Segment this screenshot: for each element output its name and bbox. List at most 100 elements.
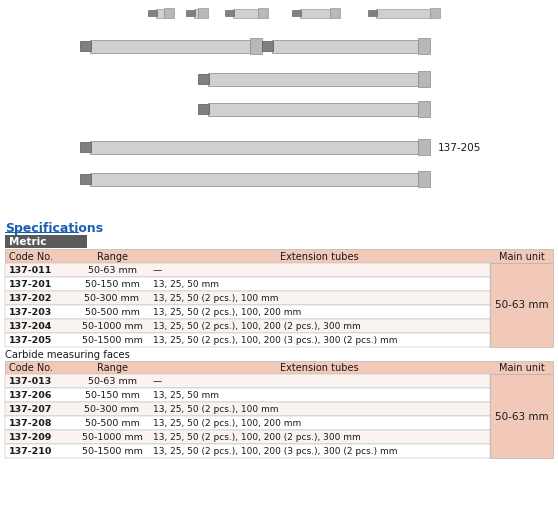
Text: Extension tubes: Extension tubes bbox=[280, 251, 358, 261]
Text: 137-210: 137-210 bbox=[9, 446, 52, 456]
Bar bbox=[258, 9, 268, 19]
Bar bbox=[5, 444, 490, 458]
Text: Carbide measuring faces: Carbide measuring faces bbox=[5, 350, 130, 360]
Bar bbox=[208, 103, 418, 116]
Bar bbox=[5, 374, 490, 388]
Text: 50-1500 mm: 50-1500 mm bbox=[81, 335, 142, 344]
Text: 13, 25, 50 (2 pcs.), 100 mm: 13, 25, 50 (2 pcs.), 100 mm bbox=[153, 293, 278, 302]
Text: 137-205: 137-205 bbox=[438, 143, 482, 153]
Text: —: — bbox=[153, 266, 162, 274]
Bar bbox=[490, 263, 553, 347]
Bar bbox=[5, 249, 553, 263]
Text: 50-63 mm: 50-63 mm bbox=[495, 411, 549, 421]
Text: 50-63 mm: 50-63 mm bbox=[88, 266, 137, 274]
Text: 13, 25, 50 (2 pcs.), 100 mm: 13, 25, 50 (2 pcs.), 100 mm bbox=[153, 405, 278, 414]
Bar bbox=[5, 388, 490, 402]
Bar bbox=[330, 9, 340, 19]
Bar bbox=[5, 402, 490, 416]
Bar bbox=[300, 10, 330, 18]
Bar bbox=[5, 430, 490, 444]
Bar bbox=[418, 39, 430, 54]
Text: 50-500 mm: 50-500 mm bbox=[85, 307, 140, 317]
Text: 13, 25, 50 (2 pcs.), 100, 200 (3 pcs.), 300 (2 pcs.) mm: 13, 25, 50 (2 pcs.), 100, 200 (3 pcs.), … bbox=[153, 446, 397, 456]
Text: 137-013: 137-013 bbox=[9, 377, 52, 386]
Bar bbox=[5, 263, 490, 277]
Text: 50-300 mm: 50-300 mm bbox=[84, 405, 140, 414]
Text: 137-206: 137-206 bbox=[9, 391, 52, 400]
Bar bbox=[272, 40, 418, 53]
Text: 13, 25, 50 (2 pcs.), 100, 200 (2 pcs.), 300 mm: 13, 25, 50 (2 pcs.), 100, 200 (2 pcs.), … bbox=[153, 321, 361, 330]
Text: 137-202: 137-202 bbox=[9, 293, 52, 302]
Text: 13, 25, 50 mm: 13, 25, 50 mm bbox=[153, 279, 219, 289]
Text: 50-63 mm: 50-63 mm bbox=[88, 377, 137, 386]
Bar bbox=[194, 10, 198, 18]
Bar bbox=[5, 416, 490, 430]
Bar bbox=[198, 104, 209, 115]
Bar bbox=[5, 277, 490, 291]
Text: Code No.: Code No. bbox=[9, 362, 53, 373]
Text: 137-204: 137-204 bbox=[9, 321, 52, 330]
Text: 50-63 mm: 50-63 mm bbox=[495, 300, 549, 310]
Bar bbox=[418, 102, 430, 118]
Text: Range: Range bbox=[97, 362, 127, 373]
Text: 137-011: 137-011 bbox=[9, 266, 52, 274]
Text: 13, 25, 50 (2 pcs.), 100, 200 (2 pcs.), 300 mm: 13, 25, 50 (2 pcs.), 100, 200 (2 pcs.), … bbox=[153, 433, 361, 442]
Bar bbox=[233, 10, 258, 18]
Bar bbox=[198, 9, 208, 19]
Bar bbox=[418, 140, 430, 155]
Bar bbox=[418, 172, 430, 187]
Bar bbox=[208, 73, 418, 87]
Text: 13, 25, 50 (2 pcs.), 100, 200 mm: 13, 25, 50 (2 pcs.), 100, 200 mm bbox=[153, 419, 301, 428]
Bar bbox=[5, 361, 553, 374]
Bar bbox=[80, 42, 91, 52]
Text: Metric: Metric bbox=[9, 237, 46, 247]
Bar bbox=[5, 291, 490, 305]
Text: 50-1000 mm: 50-1000 mm bbox=[81, 321, 142, 330]
Bar bbox=[186, 11, 195, 17]
Text: 137-209: 137-209 bbox=[9, 433, 52, 442]
Text: —: — bbox=[153, 377, 162, 386]
Bar bbox=[5, 236, 87, 248]
Bar bbox=[90, 40, 250, 53]
Text: Main unit: Main unit bbox=[499, 362, 545, 373]
Text: Specifications: Specifications bbox=[5, 222, 103, 235]
Text: 137-208: 137-208 bbox=[9, 419, 52, 428]
Bar bbox=[376, 10, 430, 18]
Text: Extension tubes: Extension tubes bbox=[280, 362, 358, 373]
Text: 13, 25, 50 mm: 13, 25, 50 mm bbox=[153, 391, 219, 400]
Bar bbox=[198, 75, 209, 85]
Bar bbox=[418, 72, 430, 88]
Bar bbox=[262, 42, 273, 52]
Text: Main unit: Main unit bbox=[499, 251, 545, 261]
Text: 137-205: 137-205 bbox=[9, 335, 52, 344]
Text: 50-150 mm: 50-150 mm bbox=[85, 279, 140, 289]
Bar bbox=[225, 11, 234, 17]
Text: 13, 25, 50 (2 pcs.), 100, 200 mm: 13, 25, 50 (2 pcs.), 100, 200 mm bbox=[153, 307, 301, 317]
Text: 50-300 mm: 50-300 mm bbox=[84, 293, 140, 302]
Bar bbox=[164, 9, 174, 19]
Text: 50-500 mm: 50-500 mm bbox=[85, 419, 140, 428]
Bar bbox=[292, 11, 301, 17]
Bar bbox=[5, 305, 490, 319]
Bar bbox=[148, 11, 157, 17]
Text: Code No.: Code No. bbox=[9, 251, 53, 261]
Text: 50-1500 mm: 50-1500 mm bbox=[81, 446, 142, 456]
Text: Range: Range bbox=[97, 251, 127, 261]
Bar bbox=[490, 374, 553, 458]
Bar bbox=[156, 10, 164, 18]
Text: 13, 25, 50 (2 pcs.), 100, 200 (3 pcs.), 300 (2 pcs.) mm: 13, 25, 50 (2 pcs.), 100, 200 (3 pcs.), … bbox=[153, 335, 397, 344]
Bar bbox=[368, 11, 377, 17]
Bar bbox=[430, 9, 440, 19]
Bar bbox=[80, 143, 91, 153]
Bar bbox=[90, 173, 418, 186]
Text: 137-203: 137-203 bbox=[9, 307, 52, 317]
Bar bbox=[5, 333, 490, 347]
Bar bbox=[90, 141, 418, 154]
Bar bbox=[5, 319, 490, 333]
Text: 137-201: 137-201 bbox=[9, 279, 52, 289]
Bar bbox=[250, 39, 262, 54]
Text: 50-150 mm: 50-150 mm bbox=[85, 391, 140, 400]
Text: 137-207: 137-207 bbox=[9, 405, 52, 414]
Bar bbox=[80, 175, 91, 185]
Text: 50-1000 mm: 50-1000 mm bbox=[81, 433, 142, 442]
